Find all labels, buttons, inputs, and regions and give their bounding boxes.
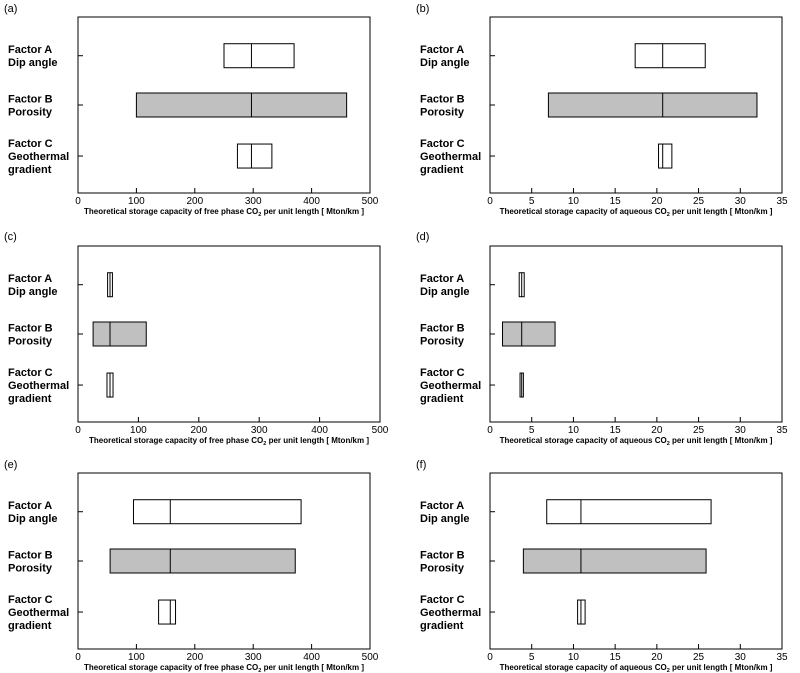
x-tick-label: 200 (190, 425, 207, 436)
x-tick-label: 15 (610, 425, 622, 436)
x-tick-label: 20 (651, 196, 663, 207)
x-tick-label: 0 (75, 652, 81, 663)
x-tick-label: 5 (529, 425, 535, 436)
factor-bar (132, 499, 302, 525)
x-tick-label: 10 (568, 425, 580, 436)
x-axis-title: Theoretical storage capacity of free pha… (89, 436, 369, 447)
x-tick-label: 0 (487, 425, 493, 436)
factor-bar (658, 143, 673, 169)
x-axis-title: Theoretical storage capacity of aqueous … (500, 207, 773, 218)
x-tick-label: 20 (651, 425, 663, 436)
x-tick-label: 200 (186, 652, 203, 663)
factor-label: Factor B Porosity (8, 550, 53, 575)
factor-label: Factor B Porosity (8, 94, 53, 119)
factor-label: Factor A Dip angle (420, 500, 470, 525)
x-tick-label: 500 (362, 652, 379, 663)
x-tick-label: 35 (776, 652, 788, 663)
x-tick-label: 0 (487, 652, 493, 663)
x-tick-label: 10 (568, 652, 580, 663)
factor-label: Factor B Porosity (420, 323, 465, 348)
x-axis-title: Theoretical storage capacity of free pha… (84, 207, 364, 218)
x-tick-label: 200 (186, 196, 203, 207)
factor-label: Factor C Geothermal gradient (8, 594, 69, 632)
x-tick-label: 30 (735, 652, 747, 663)
x-tick-label: 25 (693, 425, 705, 436)
x-tick-label: 500 (372, 425, 389, 436)
factor-label: Factor B Porosity (420, 94, 465, 119)
factor-bar (547, 92, 758, 118)
factor-label: Factor C Geothermal gradient (420, 367, 481, 405)
x-tick-label: 400 (303, 652, 320, 663)
factor-label: Factor C Geothermal gradient (8, 367, 69, 405)
x-tick-label: 5 (529, 196, 535, 207)
x-tick-label: 20 (651, 652, 663, 663)
x-tick-label: 5 (529, 652, 535, 663)
factor-label: Factor A Dip angle (420, 44, 470, 69)
x-tick-label: 100 (128, 196, 145, 207)
panel-label: (a) (4, 3, 17, 15)
factor-label: Factor A Dip angle (8, 273, 58, 298)
panel-label: (f) (416, 459, 426, 471)
factor-label: Factor A Dip angle (8, 500, 58, 525)
x-tick-label: 300 (245, 652, 262, 663)
x-axis-title: Theoretical storage capacity of free pha… (84, 663, 364, 673)
factor-label: Factor A Dip angle (8, 44, 58, 69)
x-axis-title: Theoretical storage capacity of aqueous … (500, 663, 773, 673)
factor-label: Factor A Dip angle (420, 273, 470, 298)
factor-bar (522, 548, 707, 574)
panel-label: (d) (416, 231, 429, 243)
x-tick-label: 300 (245, 196, 262, 207)
x-tick-label: 25 (693, 652, 705, 663)
factor-bar (92, 321, 147, 347)
x-tick-label: 30 (735, 425, 747, 436)
x-tick-label: 0 (487, 196, 493, 207)
x-tick-label: 35 (776, 196, 788, 207)
x-tick-label: 400 (303, 196, 320, 207)
x-tick-label: 500 (362, 196, 379, 207)
factor-bar (546, 499, 712, 525)
factor-label: Factor C Geothermal gradient (420, 138, 481, 176)
factor-label: Factor C Geothermal gradient (420, 594, 481, 632)
x-tick-label: 0 (75, 425, 81, 436)
factor-bar (135, 92, 348, 118)
x-tick-label: 0 (75, 196, 81, 207)
x-tick-label: 100 (130, 425, 147, 436)
factor-bar (236, 143, 273, 169)
x-tick-label: 10 (568, 196, 580, 207)
x-tick-label: 100 (128, 652, 145, 663)
factor-label: Factor C Geothermal gradient (8, 138, 69, 176)
x-tick-label: 300 (251, 425, 268, 436)
x-tick-label: 35 (776, 425, 788, 436)
factor-bar (109, 548, 296, 574)
x-axis-title: Theoretical storage capacity of aqueous … (500, 436, 773, 447)
x-tick-label: 15 (610, 652, 622, 663)
panel-label: (b) (416, 3, 429, 15)
x-tick-label: 25 (693, 196, 705, 207)
x-tick-label: 400 (311, 425, 328, 436)
panel-label: (e) (4, 459, 17, 471)
x-tick-label: 30 (735, 196, 747, 207)
factor-bar (223, 43, 295, 69)
factor-bar (634, 43, 706, 69)
x-tick-label: 15 (610, 196, 622, 207)
factor-label: Factor B Porosity (420, 550, 465, 575)
panel-label: (c) (4, 231, 17, 243)
factor-bar (158, 599, 177, 625)
factor-bar (502, 321, 556, 347)
factor-label: Factor B Porosity (8, 323, 53, 348)
